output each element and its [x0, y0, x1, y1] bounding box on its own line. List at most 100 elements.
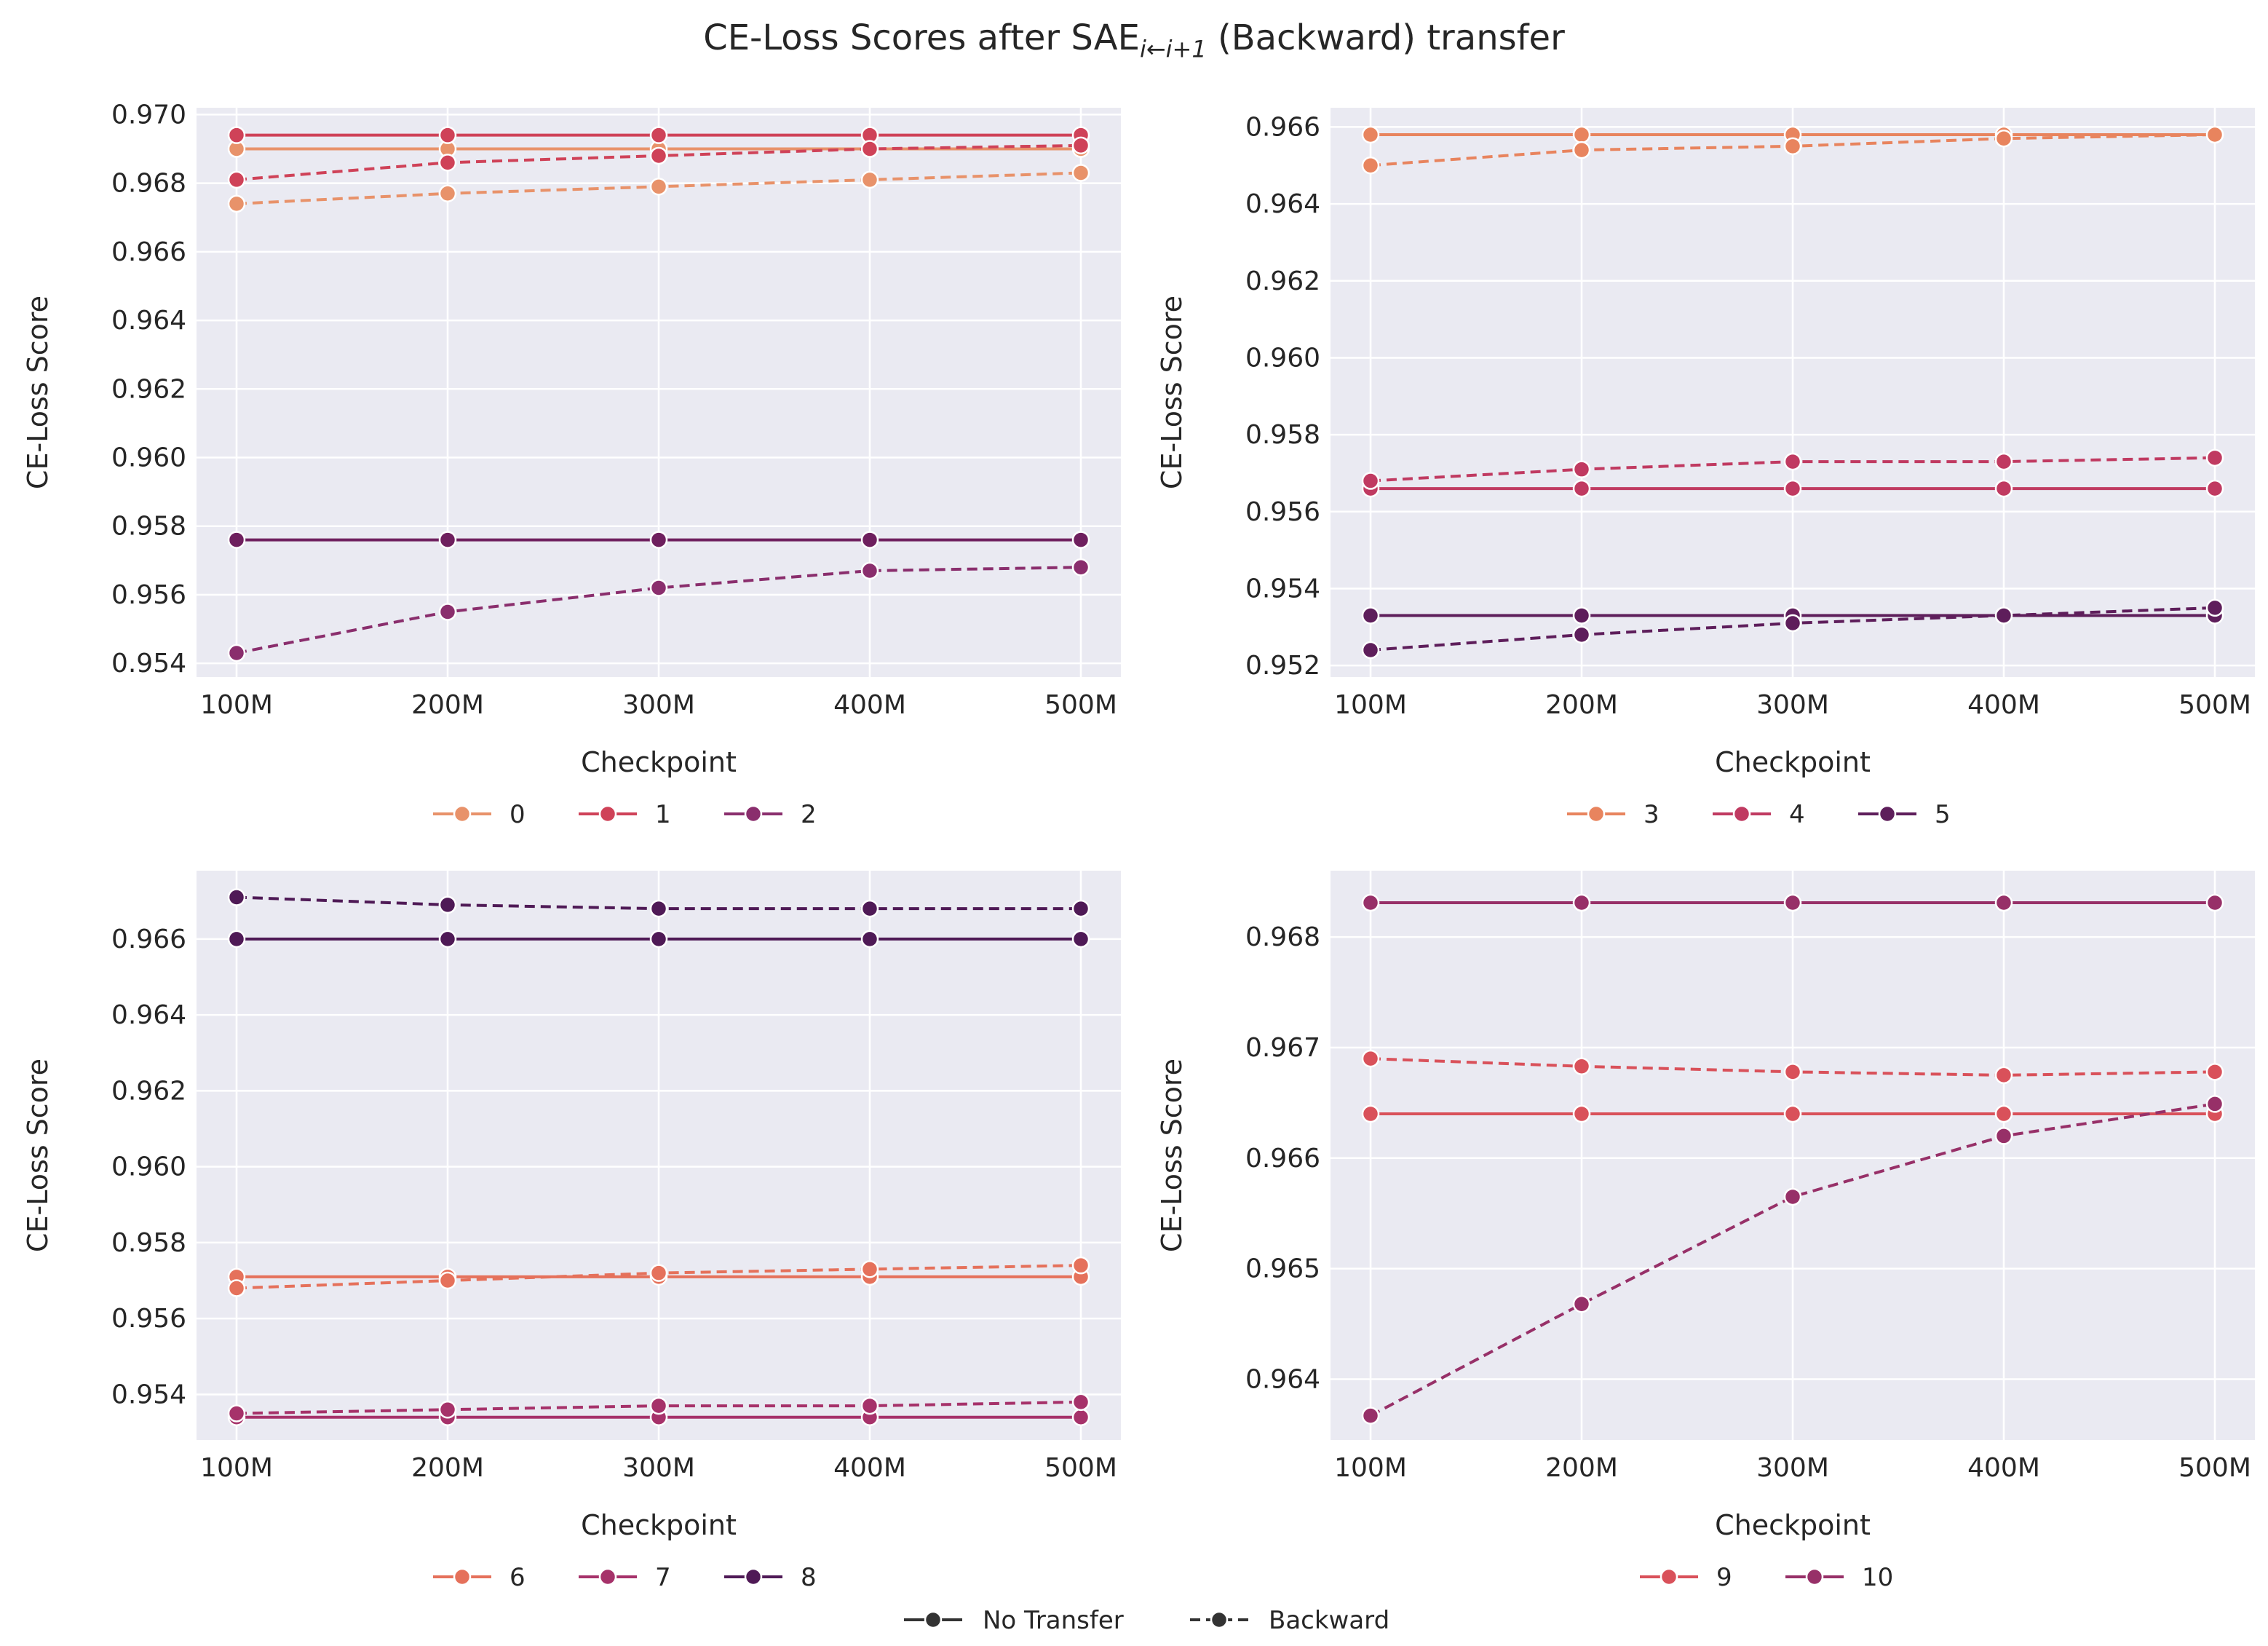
- legend-label: 3: [1643, 800, 1660, 829]
- data-point: [1071, 531, 1090, 549]
- y-axis-label: CE-Loss Score: [22, 296, 54, 489]
- data-point: [1783, 1187, 1802, 1206]
- data-point: [1572, 460, 1591, 478]
- x-tick-label: 300M: [622, 1453, 695, 1483]
- y-tick-label: 0.970: [111, 100, 186, 130]
- data-point: [2205, 1063, 2224, 1081]
- series-9-backward: [1361, 1049, 2224, 1085]
- legend-marker: [744, 804, 763, 823]
- style-legend-item: No Transfer: [904, 1606, 1124, 1635]
- data-point: [438, 1271, 457, 1290]
- series-8-backward: [227, 888, 1090, 918]
- y-tick-label: 0.968: [1245, 922, 1320, 952]
- y-tick-label: 0.964: [1245, 189, 1320, 219]
- legend-marker: [1878, 804, 1897, 823]
- data-point: [1572, 606, 1591, 625]
- data-point: [1783, 893, 1802, 912]
- legend-label: 9: [1716, 1563, 1732, 1592]
- data-point: [860, 930, 879, 949]
- series-2-no-transfer: [227, 531, 1090, 549]
- series-1-backward: [227, 136, 1090, 189]
- data-point: [227, 930, 246, 949]
- x-tick-label: 100M: [200, 1453, 273, 1483]
- y-tick-label: 0.962: [1245, 266, 1320, 296]
- data-point: [1572, 125, 1591, 144]
- x-axis-label: Checkpoint: [1715, 746, 1871, 778]
- legend-label: 0: [509, 800, 526, 829]
- data-point: [1783, 1063, 1802, 1081]
- series-8-no-transfer: [227, 930, 1090, 949]
- data-point: [1361, 1406, 1380, 1425]
- legend-item: 9: [1640, 1563, 1732, 1592]
- data-point: [1572, 1057, 1591, 1076]
- series-3-backward: [1361, 125, 2224, 175]
- legend-marker: [598, 804, 617, 823]
- data-point: [1572, 1104, 1591, 1123]
- data-point: [438, 895, 457, 914]
- data-point: [1994, 130, 2013, 148]
- data-point: [1361, 1104, 1380, 1123]
- subplot-4: 0.964 0.965 0.966 0.967 0.968 100M 200M 300M 400…: [1156, 871, 2255, 1592]
- data-point: [1572, 1294, 1591, 1313]
- data-point: [649, 1264, 668, 1282]
- x-axis-label: Checkpoint: [581, 746, 737, 778]
- series-10-backward: [1361, 1095, 2224, 1425]
- data-point: [860, 899, 879, 918]
- style-legend-label: Backward: [1269, 1606, 1389, 1635]
- x-tick-label: 300M: [1756, 1453, 1829, 1483]
- series-1-no-transfer: [227, 126, 1090, 144]
- y-tick-label: 0.958: [111, 1228, 186, 1258]
- data-point: [649, 178, 668, 196]
- x-tick-label: 400M: [1967, 690, 2040, 720]
- y-tick-label: 0.968: [111, 169, 186, 199]
- y-tick-label: 0.967: [1245, 1033, 1320, 1063]
- data-point: [649, 126, 668, 144]
- y-tick-label: 0.962: [111, 1076, 186, 1106]
- title-subscript: i←i+1: [1139, 35, 1207, 63]
- subplot-1: 0.954 0.956 0.958 0.960 0.962 0.964 0.966 0.968…: [22, 100, 1121, 829]
- data-point: [649, 899, 668, 918]
- data-point: [438, 930, 457, 949]
- style-legend-marker: [1210, 1610, 1229, 1629]
- x-tick-label: 400M: [833, 1453, 906, 1483]
- series-5-backward: [1361, 598, 2224, 660]
- x-tick-label: 500M: [1044, 690, 1117, 720]
- legend-label: 8: [801, 1563, 817, 1592]
- legend-marker: [453, 1567, 472, 1586]
- legend-item: 5: [1858, 800, 1951, 829]
- legend-item: 1: [579, 800, 671, 829]
- data-point: [1361, 125, 1380, 144]
- y-tick-label: 0.954: [1245, 574, 1320, 604]
- subplot-2: 0.952 0.954 0.956 0.958 0.960 0.962 0.964 0.966…: [1156, 108, 2255, 829]
- y-tick-label: 0.962: [111, 374, 186, 404]
- data-point: [227, 644, 246, 662]
- x-tick-label: 100M: [1334, 690, 1407, 720]
- data-point: [2205, 893, 2224, 912]
- legend-marker: [1805, 1567, 1824, 1586]
- legend-marker: [453, 804, 472, 823]
- series-0-backward: [227, 164, 1090, 213]
- data-point: [1572, 141, 1591, 159]
- data-point: [1071, 558, 1090, 577]
- y-tick-label: 0.958: [1245, 420, 1320, 450]
- legend-marker: [1660, 1567, 1678, 1586]
- data-point: [227, 1279, 246, 1297]
- subplot-3: 0.954 0.956 0.958 0.960 0.962 0.964 0.966 100M 2…: [22, 871, 1121, 1592]
- x-tick-label: 500M: [2178, 690, 2251, 720]
- data-point: [1994, 452, 2013, 471]
- legend-item: 8: [724, 1563, 817, 1592]
- data-point: [1572, 893, 1591, 912]
- data-point: [227, 126, 246, 144]
- legend-label: 10: [1862, 1563, 1893, 1592]
- data-point: [2205, 125, 2224, 144]
- series-6-backward: [227, 1256, 1090, 1297]
- data-point: [649, 531, 668, 549]
- legend-item: 4: [1713, 800, 1805, 829]
- y-axis-label: CE-Loss Score: [22, 1059, 54, 1252]
- x-tick-label: 200M: [411, 1453, 484, 1483]
- y-tick-label: 0.956: [111, 1304, 186, 1334]
- y-tick-label: 0.956: [111, 580, 186, 610]
- legend-label: 2: [801, 800, 817, 829]
- y-tick-label: 0.966: [1245, 112, 1320, 142]
